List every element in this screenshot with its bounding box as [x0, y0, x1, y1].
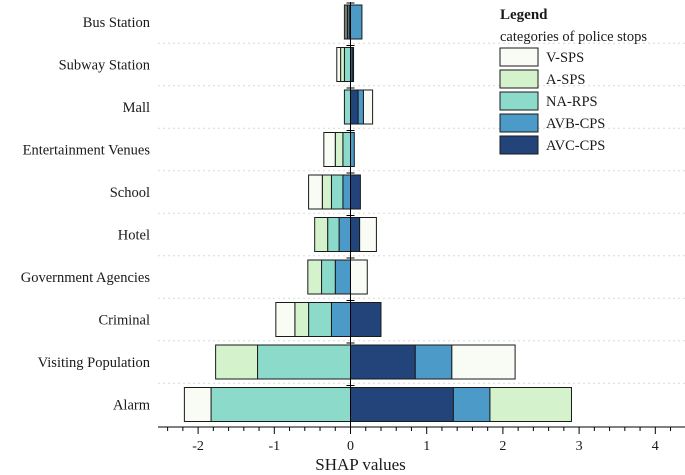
- x-tick-label: 0: [347, 439, 354, 454]
- legend-subtitle: categories of police stops: [500, 29, 647, 45]
- category-label: Subway Station: [59, 58, 151, 74]
- x-tick-label: 1: [423, 439, 430, 454]
- bar-segment-visiting-population-v-sps: [451, 344, 516, 380]
- category-label: Visiting Population: [38, 355, 151, 371]
- category-labels: Bus Station Subway Station Mall Entertainme…: [21, 15, 151, 414]
- bar-segment-hotel-v-sps: [359, 217, 377, 252]
- bar-segment-hotel-na-rps: [327, 217, 340, 252]
- legend-label-a-sps: A-SPS: [546, 72, 586, 88]
- bar-segment-visiting-population-avb-cps: [414, 344, 453, 380]
- bar-segment-entertainment-venues-na-rps: [342, 132, 352, 167]
- category-label: School: [110, 185, 150, 201]
- legend-label-na-rps: NA-RPS: [546, 94, 598, 110]
- bar-segment-bus-station-avb-cps: [350, 4, 363, 40]
- grid-lines: [158, 42, 685, 384]
- bar-segment-mall-v-sps: [362, 89, 374, 125]
- category-label: Bus Station: [83, 15, 151, 31]
- bar-segment-alarm-a-sps: [489, 387, 572, 422]
- legend-swatch-a-sps: [499, 69, 539, 89]
- bar-segment-criminal-na-rps: [308, 302, 332, 337]
- bar-segment-subway-station-na-rps: [343, 47, 351, 82]
- x-tick-label: 2: [499, 439, 506, 454]
- legend-title: Legend: [500, 7, 548, 23]
- bar-segment-alarm-v-sps: [183, 387, 212, 422]
- bar-segment-school-v-sps: [308, 174, 323, 210]
- bar-segment-mall-avb-cps: [357, 89, 364, 125]
- x-tick-label: -2: [192, 439, 204, 454]
- bar-segment-government-agencies-v-sps: [350, 259, 368, 295]
- bar-segment-alarm-na-rps: [210, 387, 351, 422]
- bar-segment-visiting-population-na-rps: [257, 344, 352, 380]
- bar-segment-government-agencies-na-rps: [321, 259, 336, 295]
- legend-label-avc-cps: AVC-CPS: [546, 138, 605, 154]
- bar-segment-visiting-population-a-sps: [215, 344, 259, 380]
- bar-segment-criminal-a-sps: [294, 302, 310, 337]
- bar-segment-government-agencies-avb-cps: [334, 259, 352, 295]
- category-label: Mall: [123, 100, 150, 116]
- category-label: Hotel: [118, 228, 150, 244]
- category-label: Entertainment Venues: [23, 143, 151, 159]
- bar-segment-bus-station-v-sps: [343, 4, 347, 40]
- bar-segment-entertainment-venues-a-sps: [334, 132, 344, 167]
- category-label: Criminal: [98, 313, 150, 329]
- x-tick-label: 4: [652, 439, 659, 454]
- bar-segment-visiting-population-avc-cps: [350, 344, 416, 380]
- x-ticks: -2 -1 0 1 2 3 4: [167, 2, 672, 454]
- legend-swatch-na-rps: [499, 91, 539, 111]
- bar-segment-subway-station-v-sps: [336, 47, 342, 82]
- bar-segment-alarm-avc-cps: [350, 387, 454, 422]
- bar-segment-mall-avc-cps: [350, 89, 359, 125]
- x-tick-label: -1: [268, 439, 280, 454]
- bar-segment-hotel-avb-cps: [338, 217, 352, 252]
- bar-segment-school-na-rps: [330, 174, 344, 210]
- bar-segment-hotel-a-sps: [314, 217, 329, 252]
- legend-label-v-sps: V-SPS: [546, 50, 584, 66]
- bar-segment-mall-na-rps: [343, 89, 351, 125]
- bar-segment-subway-station-a-sps: [340, 47, 345, 82]
- x-tick-label: 3: [576, 439, 583, 454]
- legend-swatch-v-sps: [499, 47, 539, 67]
- bar-segment-criminal-v-sps: [275, 302, 296, 337]
- legend: Legend categories of police stops V-SPS A…: [499, 7, 647, 155]
- axes: [158, 2, 685, 428]
- bar-segment-criminal-avc-cps: [350, 302, 382, 337]
- x-axis-title: SHAP values: [315, 455, 406, 474]
- category-label: Alarm: [113, 398, 151, 414]
- bar-segment-criminal-avb-cps: [330, 302, 352, 337]
- bar-segment-alarm-avb-cps: [452, 387, 491, 422]
- bar-segment-school-avb-cps: [342, 174, 352, 210]
- bar-segment-school-a-sps: [321, 174, 332, 210]
- legend-entries: V-SPS A-SPS NA-RPS AVB-CPS AVC-CPS: [499, 47, 605, 155]
- bar-segment-school-avc-cps: [350, 174, 361, 210]
- bar-segment-government-agencies-a-sps: [307, 259, 323, 295]
- bar-segment-subway-station-avc-cps: [351, 47, 355, 82]
- bars: [183, 4, 572, 422]
- category-label: Government Agencies: [21, 270, 151, 286]
- legend-label-avb-cps: AVB-CPS: [546, 116, 605, 132]
- legend-swatch-avc-cps: [499, 135, 539, 155]
- bar-segment-entertainment-venues-avb-cps: [350, 132, 355, 167]
- bar-segment-hotel-avc-cps: [350, 217, 361, 252]
- bar-segment-entertainment-venues-v-sps: [323, 132, 336, 167]
- legend-swatch-avb-cps: [499, 113, 539, 133]
